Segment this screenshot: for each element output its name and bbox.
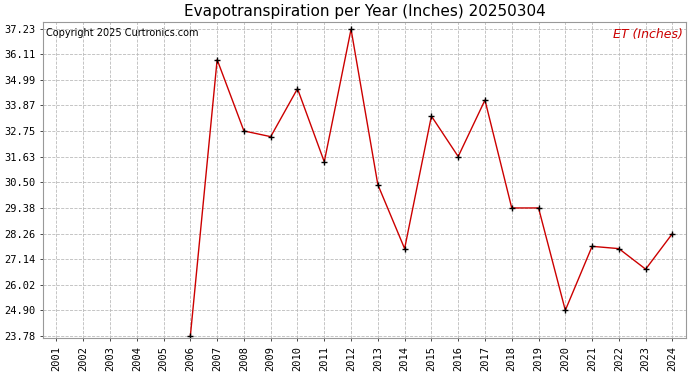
Text: Copyright 2025 Curtronics.com: Copyright 2025 Curtronics.com [46, 28, 199, 38]
Title: Evapotranspiration per Year (Inches) 20250304: Evapotranspiration per Year (Inches) 202… [184, 4, 545, 19]
Text: ET (Inches): ET (Inches) [613, 28, 682, 41]
